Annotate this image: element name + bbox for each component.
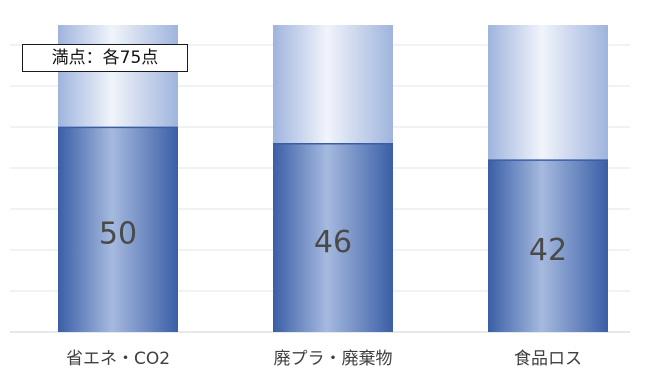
category-label: 食品ロス (514, 349, 582, 369)
data-label: 46 (314, 225, 352, 260)
data-label: 50 (99, 217, 137, 252)
value-bar (488, 160, 608, 332)
full-score-note: 満点：各75点 (22, 44, 188, 72)
data-label: 42 (529, 233, 567, 268)
category-label: 廃プラ・廃棄物 (274, 349, 393, 369)
value-bar (58, 127, 178, 332)
value-bar (273, 143, 393, 332)
labels: 50 省エネ・CO2 46 廃プラ・廃棄物 42 食品ロス (66, 217, 582, 369)
category-label: 省エネ・CO2 (66, 349, 170, 369)
bars (58, 25, 608, 332)
